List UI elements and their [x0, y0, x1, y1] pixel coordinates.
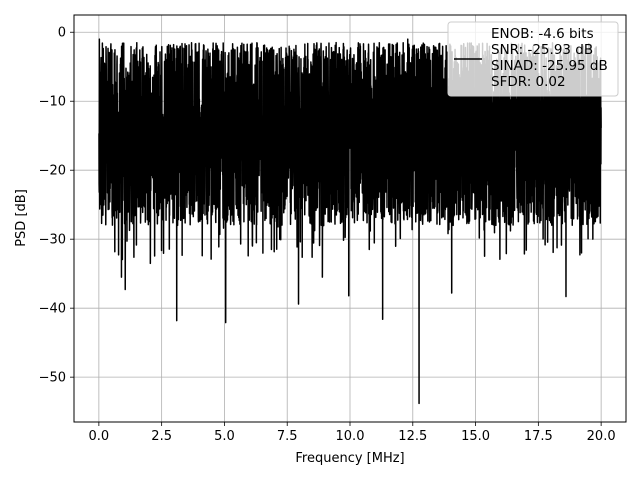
series-layer — [98, 38, 602, 405]
x-tick-label: 20.0 — [587, 429, 616, 444]
x-tick-label: 15.0 — [461, 429, 490, 444]
x-tick-label: 0.0 — [89, 429, 110, 444]
x-tick-label: 7.5 — [277, 429, 298, 444]
x-tick-label: 5.0 — [214, 429, 235, 444]
psd-series-line — [98, 38, 602, 405]
legend: ENOB: -4.6 bits SNR: -25.93 dB SINAD: -2… — [447, 21, 619, 97]
legend-entry-sinad: SINAD: -25.95 dB — [491, 58, 608, 74]
y-tick-label: −40 — [39, 302, 66, 317]
x-tick-label: 17.5 — [524, 429, 553, 444]
legend-entry-snr: SNR: -25.93 dB — [491, 42, 593, 58]
axis-ticks: 0.0 2.5 5.0 7.5 10.0 12.5 15.0 17.5 20.0 0 −10 −20 −… — [39, 26, 616, 444]
y-tick-label: 0 — [58, 26, 66, 41]
y-tick-label: −20 — [39, 164, 66, 179]
y-tick-label: −50 — [39, 371, 66, 386]
y-tick-label: −10 — [39, 95, 66, 110]
y-tick-label: −30 — [39, 233, 66, 248]
y-axis-label: PSD [dB] — [14, 189, 29, 247]
x-axis-label: Frequency [MHz] — [295, 451, 404, 466]
x-tick-label: 12.5 — [398, 429, 427, 444]
legend-entry-sfdr: SFDR: 0.02 — [491, 74, 566, 90]
x-tick-label: 10.0 — [336, 429, 365, 444]
legend-box — [447, 21, 619, 97]
legend-entry-enob: ENOB: -4.6 bits — [491, 26, 594, 42]
x-tick-label: 2.5 — [151, 429, 172, 444]
